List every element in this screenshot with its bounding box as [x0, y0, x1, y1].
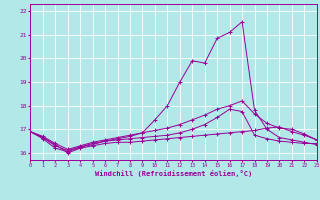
X-axis label: Windchill (Refroidissement éolien,°C): Windchill (Refroidissement éolien,°C) — [95, 170, 252, 177]
